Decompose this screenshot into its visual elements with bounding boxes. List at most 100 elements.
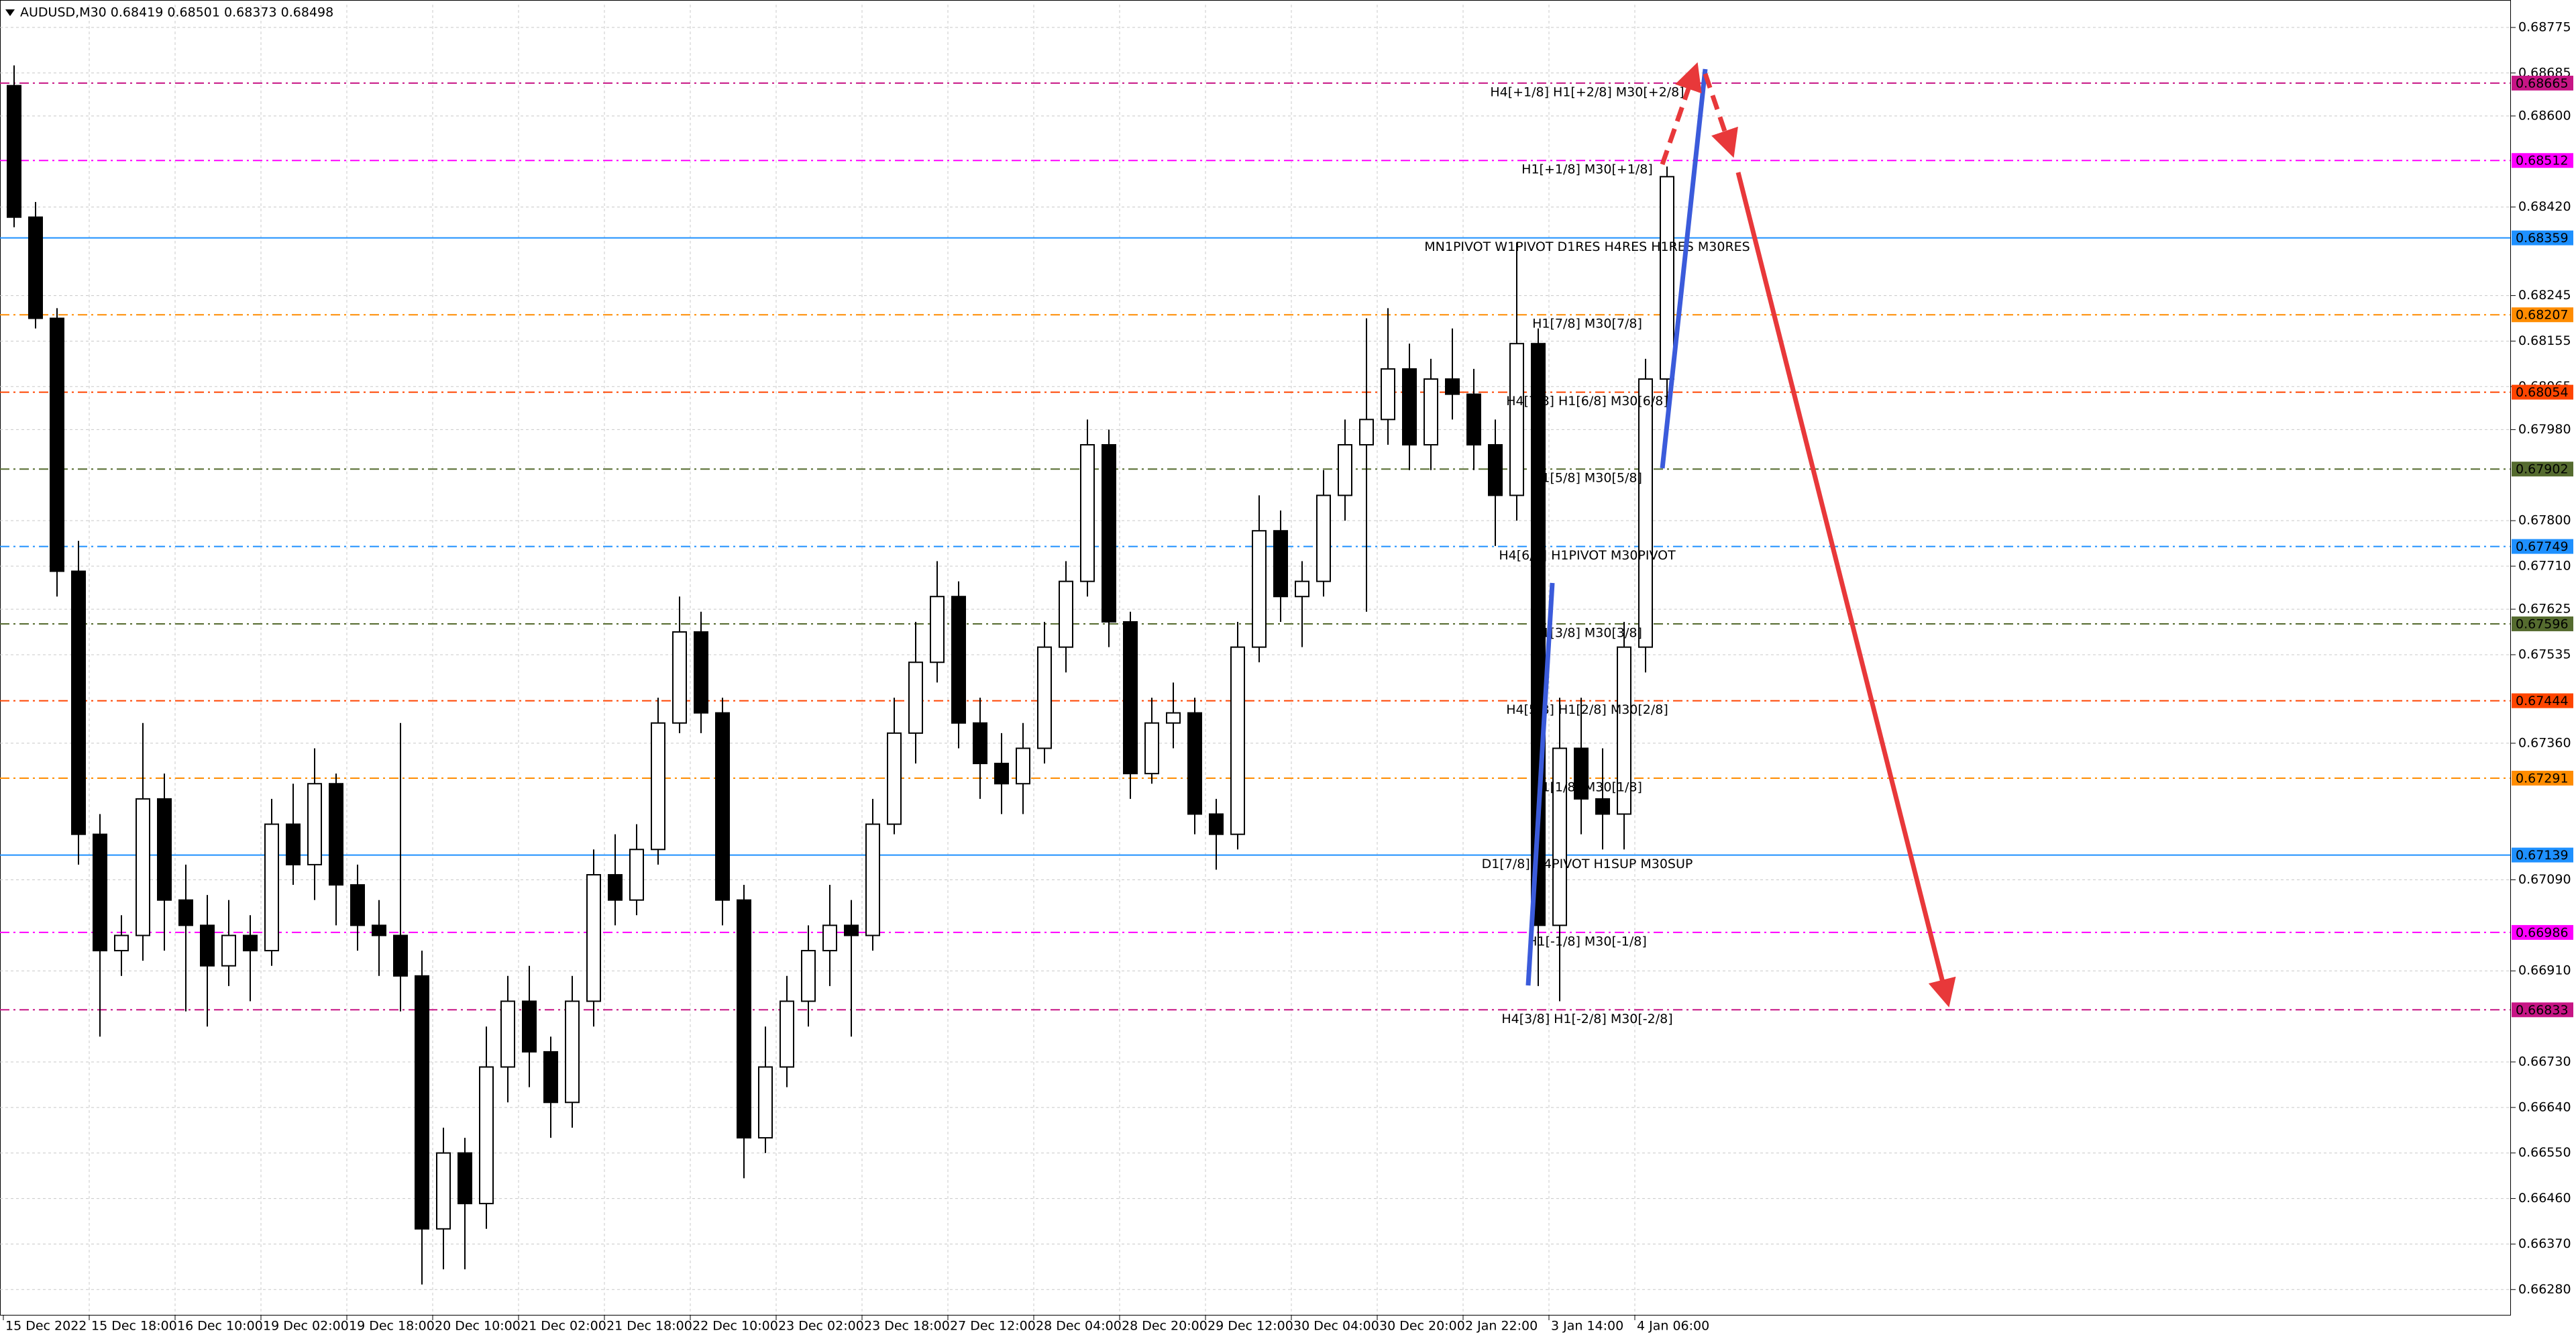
candle-body <box>522 1000 537 1053</box>
price-tag-label: 0.67444 <box>2516 694 2569 708</box>
y-tick-label: 0.67090 <box>2518 872 2571 887</box>
y-tick-label: 0.67710 <box>2518 559 2571 574</box>
candle-body <box>1144 722 1159 775</box>
candle-body <box>1316 494 1331 582</box>
price-tag-label: 0.67902 <box>2516 462 2569 477</box>
x-tick-label: 3 Jan 14:00 <box>1551 1319 1623 1334</box>
x-tick-label: 28 Dec 20:00 <box>1122 1319 1208 1334</box>
x-tick-label: 23 Dec 18:00 <box>864 1319 950 1334</box>
price-tag <box>2512 384 2573 400</box>
candle-body <box>758 1066 773 1139</box>
x-tick-label: 4 Jan 06:00 <box>1637 1319 1709 1334</box>
y-tick-label: 0.67800 <box>2518 513 2571 528</box>
price-tag-label: 0.68359 <box>2516 231 2569 246</box>
x-tick-label: 19 Dec 02:00 <box>263 1319 349 1334</box>
candle-body <box>93 833 107 952</box>
candle-body <box>801 950 816 1002</box>
candle-body <box>1230 646 1245 835</box>
candle-body <box>1187 712 1202 815</box>
red-arrow <box>1735 172 1956 1008</box>
x-tick-label: 21 Dec 02:00 <box>521 1319 606 1334</box>
price-tag-label: 0.68207 <box>2516 308 2569 323</box>
x-tick-label: 19 Dec 18:00 <box>349 1319 435 1334</box>
plot-frame <box>0 0 2511 1316</box>
y-tick-label: 0.66550 <box>2518 1145 2571 1160</box>
candle-body <box>1080 444 1095 582</box>
candle-body <box>136 798 150 936</box>
candle-body <box>629 849 644 901</box>
candle-body <box>1488 444 1503 496</box>
candle-body <box>436 1152 451 1230</box>
price-tag <box>2512 307 2573 323</box>
price-tag-label: 0.68512 <box>2516 154 2569 168</box>
level-label: H4[3/8] H1[-2/8] M30[-2/8] <box>1501 1012 1672 1026</box>
candle-body <box>780 1000 794 1068</box>
y-tick-label: 0.66640 <box>2518 1100 2571 1114</box>
candle-body <box>71 570 86 835</box>
candle-body <box>1016 747 1030 785</box>
candle-body <box>1295 580 1309 598</box>
blue-trend-line <box>1525 582 1555 986</box>
candle-body <box>415 975 429 1230</box>
level-label: H1[7/8] M30[7/8] <box>1532 317 1642 331</box>
candle-body <box>694 631 708 714</box>
candle-body <box>1381 368 1395 421</box>
y-tick-label: 0.66460 <box>2518 1191 2571 1206</box>
price-tag-label: 0.67291 <box>2516 771 2569 786</box>
y-tick-label: 0.67625 <box>2518 602 2571 617</box>
price-tag <box>2512 153 2573 168</box>
candle-body <box>651 722 665 851</box>
level-label: D1[7/8] H4PIVOT H1SUP M30SUP <box>1482 857 1693 871</box>
candle-body <box>7 85 21 218</box>
level-label: H4[5/8] H1[2/8] M30[2/8] <box>1506 702 1668 717</box>
price-tag-label: 0.68054 <box>2516 385 2569 400</box>
level-label: H4[+1/8] H1[+2/8] M30[+2/8] <box>1490 85 1684 99</box>
level-label: MN1PIVOT W1PIVOT D1RES H4RES H1RES M30RE… <box>1424 239 1750 254</box>
price-tag <box>2512 539 2573 554</box>
y-tick-label: 0.67980 <box>2518 422 2571 437</box>
candle-body <box>264 823 279 952</box>
candle-body <box>286 823 301 865</box>
candle-body <box>350 884 365 926</box>
x-tick-label: 20 Dec 10:00 <box>435 1319 521 1334</box>
red-dashed-arrow <box>1703 72 1738 158</box>
candle-body <box>844 924 859 936</box>
candle-body <box>973 722 987 765</box>
red-dashed-arrow <box>1660 62 1702 166</box>
menu-triangle[interactable] <box>5 9 15 16</box>
candle-body <box>930 596 945 663</box>
price-tag <box>2512 693 2573 708</box>
y-tick-label: 0.67360 <box>2518 735 2571 750</box>
price-tag-label: 0.68665 <box>2516 76 2569 91</box>
price-tag <box>2512 924 2573 940</box>
y-tick-label: 0.66730 <box>2518 1054 2571 1069</box>
y-tick-label: 0.68775 <box>2518 19 2571 34</box>
price-tag-label: 0.67749 <box>2516 539 2569 554</box>
candle-body <box>908 661 923 734</box>
drawn-arrows <box>1525 62 1956 1008</box>
candle-body <box>565 1000 580 1104</box>
price-tag <box>2512 1002 2573 1018</box>
candle-body <box>1660 176 1674 380</box>
candle-body <box>1424 378 1438 446</box>
candle-body <box>1359 419 1374 446</box>
candle-body <box>1273 530 1288 598</box>
price-tag <box>2512 230 2573 246</box>
candle-body <box>1552 747 1567 926</box>
candle-body <box>458 1152 472 1205</box>
y-tick-label: 0.68245 <box>2518 288 2571 303</box>
level-label: H1[5/8] M30[5/8] <box>1532 471 1642 486</box>
x-tick-label: 2 Jan 22:00 <box>1465 1319 1538 1334</box>
blue-trend-line <box>1660 68 1708 469</box>
x-tick-label: 15 Dec 18:00 <box>91 1319 177 1334</box>
price-tag-label: 0.67139 <box>2516 848 2569 863</box>
candle-body <box>243 934 258 952</box>
candle-body <box>50 317 64 572</box>
candle-body <box>393 934 408 977</box>
candle-body <box>178 899 193 926</box>
x-tick-label: 29 Dec 12:00 <box>1208 1319 1293 1334</box>
level-label: H4[7/8] H1[6/8] M30[6/8] <box>1506 394 1668 409</box>
